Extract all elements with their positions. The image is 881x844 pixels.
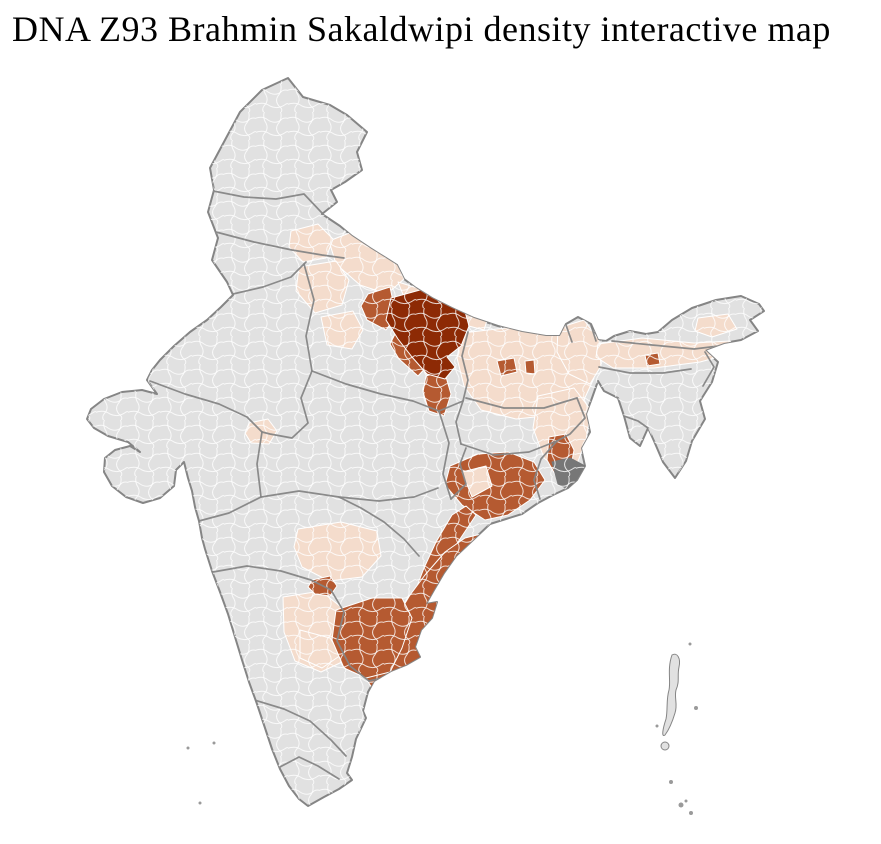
page-title: DNA Z93 Brahmin Sakaldwipi density inter… <box>12 9 831 49</box>
islet <box>684 799 688 803</box>
islet <box>212 741 216 745</box>
andaman-south-island[interactable] <box>660 741 670 751</box>
islet <box>689 811 693 815</box>
islet <box>678 802 684 808</box>
islet <box>186 746 190 750</box>
islet <box>655 724 659 728</box>
islet <box>694 706 698 710</box>
islet <box>669 780 673 784</box>
islet <box>688 642 692 646</box>
islet <box>198 801 202 805</box>
lakshadweep-islands <box>186 741 216 805</box>
andaman-main-island[interactable] <box>662 653 680 737</box>
andaman-nicobar-islands <box>655 642 698 815</box>
